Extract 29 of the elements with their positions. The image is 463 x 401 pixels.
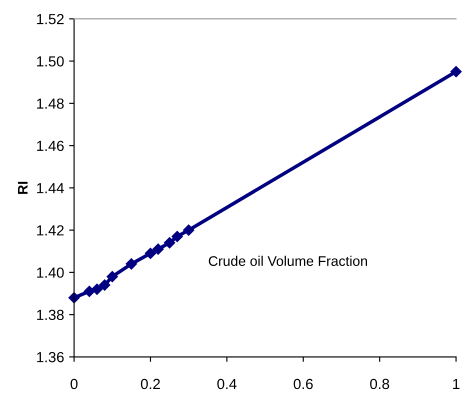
annotation: Crude oil Volume Fraction — [208, 256, 367, 266]
x-tick-label: 0 — [70, 378, 78, 390]
point — [183, 224, 194, 236]
y-tick-label: 1.52 — [37, 14, 64, 24]
point — [152, 244, 164, 255]
y-tick-label: 1.40 — [37, 267, 64, 278]
y-tick-label: 1.50 — [37, 56, 64, 67]
point — [68, 292, 80, 304]
y-tick-label: 1.48 — [37, 98, 64, 109]
x-tick-label: 1 — [453, 378, 460, 389]
point — [126, 258, 137, 270]
x-tick-label: 0.8 — [370, 378, 390, 390]
y-tick-label: 1.44 — [37, 183, 64, 194]
point — [84, 286, 95, 297]
point — [172, 230, 183, 242]
y-axis-title: RI — [18, 182, 28, 194]
point — [91, 284, 103, 295]
point — [144, 248, 156, 259]
y-tick-label: 1.42 — [37, 225, 64, 236]
point — [450, 66, 462, 78]
x-tick-label: 0.4 — [217, 378, 237, 390]
y-tick-label: 1.46 — [37, 140, 64, 152]
point — [106, 271, 118, 282]
y-tick-label: 1.38 — [37, 310, 64, 320]
point — [99, 279, 110, 291]
x-tick-label: 0.2 — [140, 378, 160, 390]
y-tick-label: 1.36 — [37, 352, 64, 362]
x-tick-label: 0.6 — [294, 378, 313, 390]
point — [164, 237, 176, 248]
